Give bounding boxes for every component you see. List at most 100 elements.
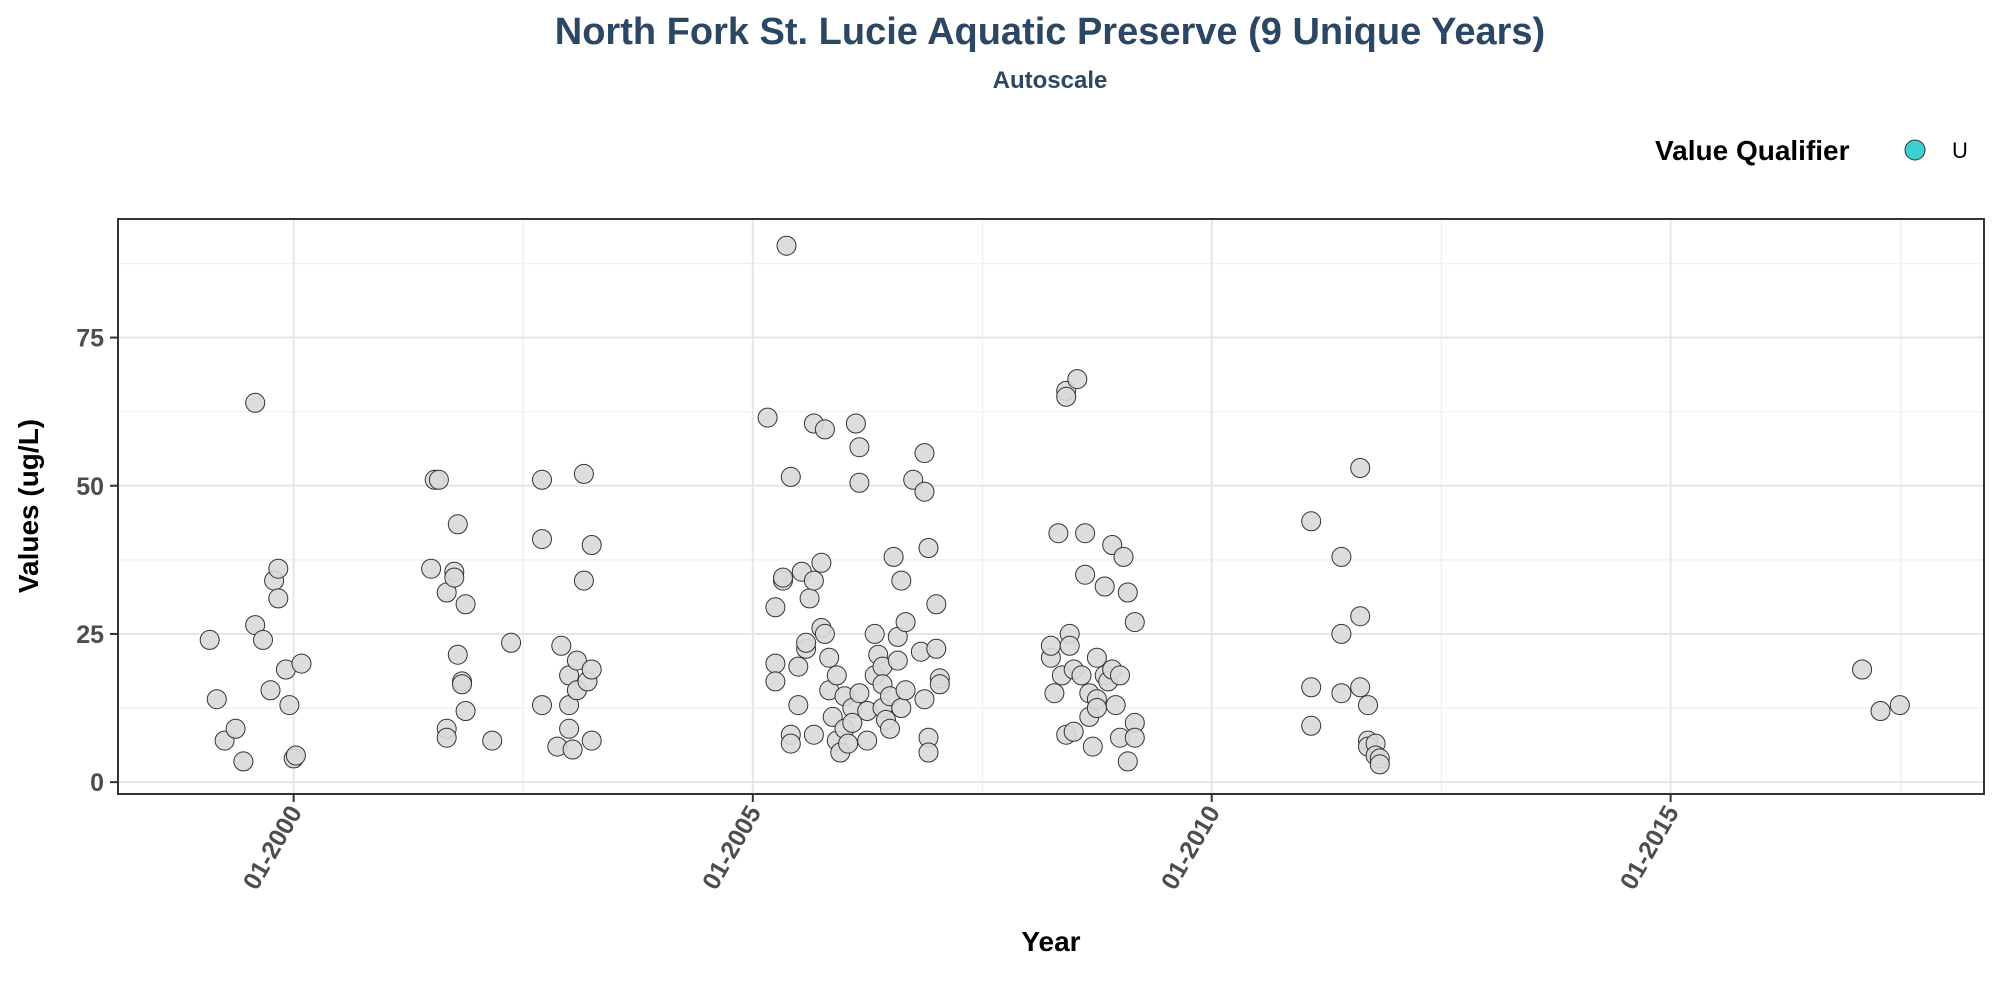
data-point xyxy=(1358,695,1378,716)
data-point xyxy=(1331,623,1352,644)
data-point xyxy=(1056,386,1077,407)
data-point xyxy=(1113,546,1134,567)
data-point xyxy=(776,235,797,256)
data-point xyxy=(245,392,266,413)
data-point xyxy=(849,472,870,493)
data-point xyxy=(581,659,602,680)
data-point xyxy=(757,407,778,428)
data-point xyxy=(845,413,866,434)
data-point xyxy=(436,727,457,748)
data-point xyxy=(285,745,306,766)
data-point xyxy=(1075,523,1096,544)
data-point xyxy=(780,466,801,487)
data-point xyxy=(1870,701,1891,721)
data-point xyxy=(1852,659,1873,680)
data-point xyxy=(573,463,594,484)
data-point xyxy=(452,674,472,695)
data-point xyxy=(1105,695,1126,716)
legend-key-u xyxy=(1904,139,1926,161)
data-point xyxy=(501,632,522,653)
data-point xyxy=(1110,665,1130,686)
data-point xyxy=(1117,582,1138,603)
data-point xyxy=(532,529,552,550)
data-point xyxy=(1075,564,1096,585)
data-point xyxy=(926,594,947,615)
data-point xyxy=(532,695,552,716)
data-point xyxy=(447,644,468,665)
data-point xyxy=(765,671,786,692)
data-point xyxy=(1350,677,1371,698)
data-point xyxy=(1350,458,1371,478)
y-tick-label: 25 xyxy=(76,621,104,649)
y-tick-label: 50 xyxy=(76,473,104,501)
x-tick-label: 01-2015 xyxy=(1615,801,1685,895)
data-point xyxy=(918,742,939,763)
data-point xyxy=(914,481,935,502)
data-point xyxy=(796,632,817,653)
axes: 0 25 50 75 01-2000 01-2005 01-2010 01-2015 xyxy=(76,325,1685,895)
data-point xyxy=(1301,715,1322,736)
data-point xyxy=(455,701,476,721)
data-point xyxy=(206,689,227,710)
data-point xyxy=(1350,606,1371,627)
data-point xyxy=(268,558,289,579)
grid xyxy=(118,219,1984,794)
data-point xyxy=(926,638,947,659)
data-point xyxy=(895,680,916,701)
data-point xyxy=(581,730,602,751)
data-point xyxy=(551,635,572,656)
data-point xyxy=(1082,736,1103,757)
data-point xyxy=(849,683,870,704)
data-point xyxy=(803,724,824,745)
y-tick-label: 75 xyxy=(76,325,104,353)
legend: Value Qualifier U xyxy=(1655,135,1968,166)
data-point xyxy=(914,443,935,464)
data-point xyxy=(891,698,912,718)
data-point xyxy=(279,695,300,716)
data-point xyxy=(788,695,809,716)
data-points xyxy=(199,235,1910,775)
data-point xyxy=(1369,754,1390,775)
data-point xyxy=(573,570,594,591)
data-point xyxy=(1044,683,1065,704)
data-point xyxy=(233,751,254,772)
data-point xyxy=(799,588,820,609)
chart-title: North Fork St. Lucie Aquatic Preserve (9… xyxy=(555,11,1545,53)
data-point xyxy=(1301,677,1322,698)
data-point xyxy=(822,706,843,727)
data-point xyxy=(1331,546,1352,567)
data-point xyxy=(566,650,587,671)
legend-label-u: U xyxy=(1952,138,1968,163)
data-point xyxy=(1067,369,1088,390)
data-point xyxy=(842,712,863,733)
data-point xyxy=(253,629,273,650)
data-point xyxy=(1124,727,1145,748)
data-point xyxy=(826,665,847,686)
data-point xyxy=(1094,576,1115,597)
data-point xyxy=(891,570,912,591)
data-point xyxy=(428,469,449,490)
data-point xyxy=(1086,647,1107,668)
data-point xyxy=(883,546,904,567)
data-point xyxy=(559,718,580,739)
data-point xyxy=(914,689,935,710)
data-point xyxy=(929,674,950,695)
chart-subtitle: Autoscale xyxy=(993,67,1108,94)
data-point xyxy=(780,733,801,754)
plot-panel xyxy=(117,218,1985,795)
data-point xyxy=(1059,635,1080,656)
data-point xyxy=(811,552,832,573)
data-point xyxy=(838,733,859,754)
data-point xyxy=(447,514,468,535)
data-point xyxy=(562,739,583,760)
data-point xyxy=(814,419,835,440)
data-point xyxy=(1071,665,1092,686)
x-tick-label: 01-2005 xyxy=(697,801,767,895)
data-point xyxy=(857,730,878,751)
y-axis-title: Values (ug/L) xyxy=(13,419,44,593)
data-point xyxy=(455,594,476,615)
data-point xyxy=(803,570,824,591)
data-point xyxy=(1048,523,1069,544)
data-point xyxy=(1063,721,1084,742)
data-point xyxy=(581,535,602,555)
